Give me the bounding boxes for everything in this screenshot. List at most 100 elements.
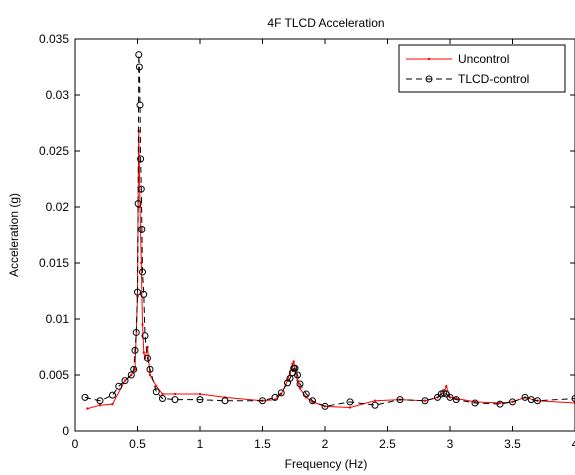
series-line bbox=[84, 54, 575, 407]
data-point bbox=[521, 393, 529, 401]
data-point bbox=[446, 393, 454, 401]
data-point bbox=[111, 402, 114, 406]
data-point bbox=[292, 360, 295, 363]
legend-marker bbox=[427, 57, 431, 61]
x-tick-label: 3.5 bbox=[504, 437, 521, 451]
data-point bbox=[133, 368, 137, 371]
data-point bbox=[140, 290, 148, 298]
x-tick-label: 0 bbox=[72, 437, 79, 451]
data-point bbox=[159, 395, 166, 403]
data-point bbox=[286, 374, 294, 382]
data-point bbox=[534, 397, 541, 405]
legend-box bbox=[398, 44, 566, 93]
data-point bbox=[135, 63, 143, 71]
data-point bbox=[96, 397, 104, 405]
data-point bbox=[135, 51, 143, 59]
data-point bbox=[423, 399, 427, 402]
data-point bbox=[138, 225, 146, 233]
data-point bbox=[291, 364, 299, 372]
legend: Uncontrol TLCD-control bbox=[398, 44, 566, 93]
data-point bbox=[173, 392, 177, 396]
y-tick-label: 0.03 bbox=[46, 88, 70, 102]
data-point bbox=[140, 261, 143, 265]
data-point bbox=[321, 402, 329, 410]
x-tick-label: 2 bbox=[322, 437, 329, 451]
data-point bbox=[136, 101, 144, 109]
data-point bbox=[277, 389, 285, 397]
x-tick-label: 0.5 bbox=[129, 437, 146, 451]
chart-title: 4F TLCD Acceleration bbox=[267, 16, 384, 30]
data-point bbox=[198, 392, 202, 396]
data-point bbox=[498, 401, 502, 405]
data-point bbox=[81, 393, 89, 401]
x-tick-label: 1 bbox=[197, 437, 204, 451]
data-point bbox=[137, 185, 145, 193]
data-point bbox=[396, 396, 404, 404]
data-point bbox=[146, 345, 149, 349]
data-point bbox=[271, 393, 279, 401]
data-point bbox=[146, 365, 154, 373]
x-axis-title: Frequency (Hz) bbox=[285, 457, 368, 471]
legend-item: TLCD-control bbox=[406, 72, 529, 86]
data-point bbox=[86, 407, 89, 410]
data-point bbox=[302, 390, 310, 398]
data-point bbox=[221, 397, 229, 405]
legend-label: TLCD-control bbox=[458, 72, 529, 86]
data-point bbox=[445, 385, 448, 388]
data-point bbox=[137, 155, 145, 163]
data-point bbox=[348, 406, 352, 409]
data-point bbox=[471, 399, 479, 407]
data-point bbox=[141, 323, 144, 326]
y-tick-label: 0.01 bbox=[46, 312, 70, 326]
data-point bbox=[296, 380, 304, 388]
data-point bbox=[373, 399, 377, 402]
y-tick-label: 0.035 bbox=[39, 32, 69, 46]
data-point bbox=[298, 387, 302, 390]
legend-marker bbox=[425, 75, 433, 83]
y-tick-label: 0.02 bbox=[46, 200, 70, 214]
data-point bbox=[139, 268, 146, 276]
data-point bbox=[127, 371, 135, 379]
legend-item: Uncontrol bbox=[406, 52, 509, 66]
data-point bbox=[134, 288, 141, 296]
data-point bbox=[571, 395, 575, 403]
data-point bbox=[141, 332, 149, 340]
data-point bbox=[196, 396, 204, 404]
x-tick-label: 4 bbox=[572, 437, 575, 451]
data-point bbox=[123, 379, 127, 382]
data-point bbox=[142, 351, 145, 354]
data-point bbox=[152, 388, 160, 396]
y-tick-label: 0.025 bbox=[39, 144, 69, 158]
data-point bbox=[346, 398, 354, 406]
data-point bbox=[121, 377, 129, 385]
data-point bbox=[144, 354, 151, 362]
data-point bbox=[148, 373, 152, 377]
data-point bbox=[294, 371, 301, 379]
data-point bbox=[452, 396, 460, 404]
data-point bbox=[291, 362, 294, 365]
y-tick-label: 0.005 bbox=[39, 368, 69, 382]
data-point bbox=[509, 398, 516, 406]
data-point bbox=[421, 397, 429, 405]
data-point bbox=[109, 391, 116, 399]
plot-area bbox=[81, 51, 575, 410]
data-point bbox=[371, 401, 379, 409]
data-point bbox=[496, 400, 504, 408]
y-tick-label: 0.015 bbox=[39, 256, 69, 270]
data-point bbox=[161, 392, 164, 396]
data-point bbox=[171, 396, 179, 404]
data-point bbox=[134, 200, 142, 208]
data-point bbox=[130, 365, 138, 373]
data-point bbox=[259, 397, 266, 405]
data-point bbox=[98, 404, 102, 407]
series-tlcd-control bbox=[81, 51, 575, 410]
axis-ticks: 0 0.5 1 1.5 2 2.5 3 3.5 4 0 0.005 0.01 0.015 0.02 0.02… bbox=[39, 32, 575, 451]
data-point bbox=[131, 346, 139, 354]
x-tick-label: 3 bbox=[447, 437, 454, 451]
x-tick-label: 2.5 bbox=[379, 437, 396, 451]
x-tick-label: 1.5 bbox=[254, 437, 271, 451]
data-point bbox=[132, 328, 140, 336]
legend-label: Uncontrol bbox=[458, 52, 509, 66]
y-axis-title: Acceleration (g) bbox=[7, 193, 21, 277]
